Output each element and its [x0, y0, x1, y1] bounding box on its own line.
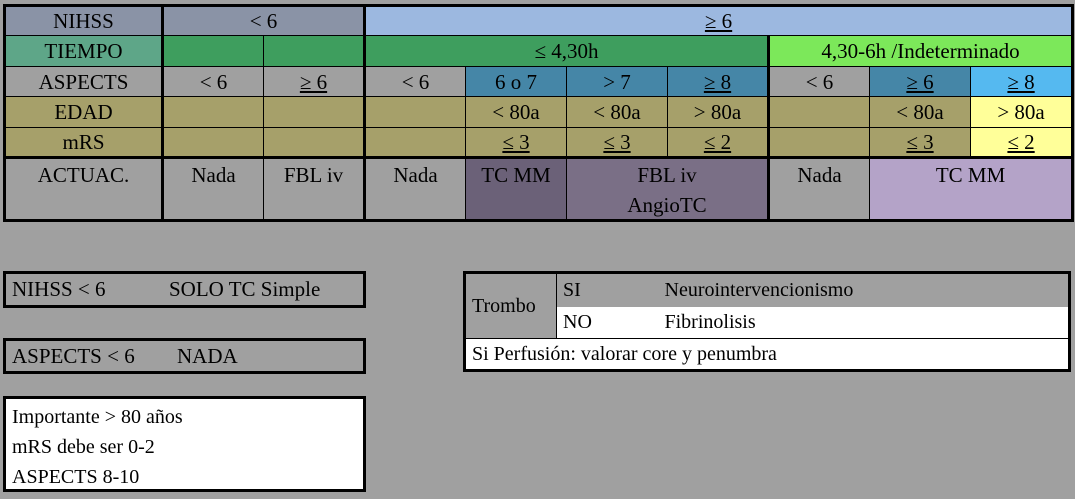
label-aspects: ASPECTS	[4, 65, 164, 98]
trombo-si-action: Neurointervencionismo	[658, 272, 1070, 307]
tiempo-late: 4,30-6h /Indeterminado	[767, 35, 1074, 67]
aspects-cell: < 6	[364, 65, 466, 98]
aspects-note-box: ASPECTS < 6 NADA	[3, 338, 366, 374]
edad-cell	[364, 96, 466, 128]
edad-cell	[768, 96, 870, 128]
nihss-low: < 6	[162, 4, 366, 37]
row-tiempo: TIEMPO ≤ 4,30h 4,30-6h /Indeterminado	[4, 35, 1074, 67]
mrs-cell	[263, 126, 366, 159]
actuac-nada-2: Nada	[364, 156, 466, 221]
edad-cell	[162, 96, 264, 128]
trombo-no-action: Fibrinolisis	[658, 306, 1070, 339]
mrs-cell: ≤ 3	[566, 126, 668, 159]
edad-cell: < 80a	[869, 96, 971, 128]
edad-cell	[263, 96, 366, 128]
nihss-note-left: NIHSS < 6	[12, 277, 106, 301]
aspects-cell: ≥ 8	[667, 65, 770, 98]
mrs-cell: ≤ 2	[969, 126, 1074, 159]
actuac-nada-3: Nada	[768, 156, 870, 221]
tiempo-empty-2	[263, 35, 366, 67]
important-note-box: Importante > 80 años mRS debe ser 0-2 AS…	[3, 396, 366, 492]
label-mrs: mRS	[4, 126, 164, 159]
row-aspects: ASPECTS < 6 ≥ 6 < 6 6 o 7 > 7 ≥ 8 < 6 ≥ …	[4, 65, 1074, 98]
mrs-cell	[162, 126, 264, 159]
mrs-cell: ≤ 2	[667, 126, 770, 159]
tiempo-empty-1	[162, 35, 264, 67]
important-line-3: ASPECTS 8-10	[12, 466, 140, 488]
mrs-cell	[364, 126, 466, 159]
aspects-cell: < 6	[162, 65, 264, 98]
actuac-nada-1: Nada	[162, 156, 264, 221]
aspects-note-left: ASPECTS < 6	[12, 344, 135, 368]
label-nihss: NIHSS	[4, 4, 164, 37]
label-actuac: ACTUAC.	[4, 156, 164, 221]
trombo-box: Trombo SI Neurointervencionismo NO Fibri…	[463, 271, 1071, 372]
actuac-tcmm-2: TC MM	[868, 156, 1074, 221]
tiempo-early: ≤ 4,30h	[364, 35, 770, 67]
aspects-cell: < 6	[768, 65, 870, 98]
important-line-2: mRS debe ser 0-2	[12, 436, 155, 458]
actuac-fbl-2: FBL iv	[637, 163, 697, 188]
mrs-cell	[768, 126, 870, 159]
actuac-fbl-1: FBL iv	[263, 156, 366, 221]
mrs-cell: ≤ 3	[869, 126, 971, 159]
actuac-fbl-angio: FBL iv AngioTC	[566, 156, 770, 221]
aspects-cell: ≥ 6	[869, 65, 971, 98]
trombo-si: SI	[556, 272, 659, 307]
nihss-high: ≥ 6	[363, 4, 1074, 37]
actuac-tcmm-1: TC MM	[465, 156, 567, 221]
label-edad: EDAD	[4, 96, 164, 128]
trombo-label: Trombo	[464, 272, 557, 339]
row-edad: EDAD < 80a < 80a > 80a < 80a > 80a	[4, 96, 1074, 128]
mrs-cell: ≤ 3	[465, 126, 567, 159]
trombo-no: NO	[556, 306, 659, 339]
nihss-note-right: SOLO TC Simple	[169, 277, 321, 301]
edad-cell: > 80a	[667, 96, 770, 128]
important-line-1: Importante > 80 años	[12, 406, 183, 428]
label-tiempo: TIEMPO	[4, 35, 164, 67]
aspects-cell: ≥ 8	[969, 65, 1074, 98]
aspects-note-right: NADA	[177, 344, 238, 368]
row-actuac: ACTUAC. Nada FBL iv Nada TC MM FBL iv An…	[4, 156, 1074, 221]
aspects-cell: > 7	[566, 65, 668, 98]
nihss-note-box: NIHSS < 6 SOLO TC Simple	[3, 271, 366, 308]
edad-cell: < 80a	[465, 96, 567, 128]
row-mrs: mRS ≤ 3 ≤ 3 ≤ 2 ≤ 3 ≤ 2	[4, 126, 1074, 159]
aspects-cell: 6 o 7	[465, 65, 567, 98]
edad-cell: > 80a	[969, 96, 1074, 128]
aspects-cell: ≥ 6	[263, 65, 366, 98]
row-nihss: NIHSS < 6 ≥ 6	[4, 4, 1074, 37]
edad-cell: < 80a	[566, 96, 668, 128]
perfusion-note: Si Perfusión: valorar core y penumbra	[464, 338, 1070, 371]
stroke-protocol-table: NIHSS < 6 ≥ 6 TIEMPO ≤ 4,30h 4,30-6h /In…	[3, 4, 1075, 222]
actuac-angiotc: AngioTC	[627, 193, 707, 218]
